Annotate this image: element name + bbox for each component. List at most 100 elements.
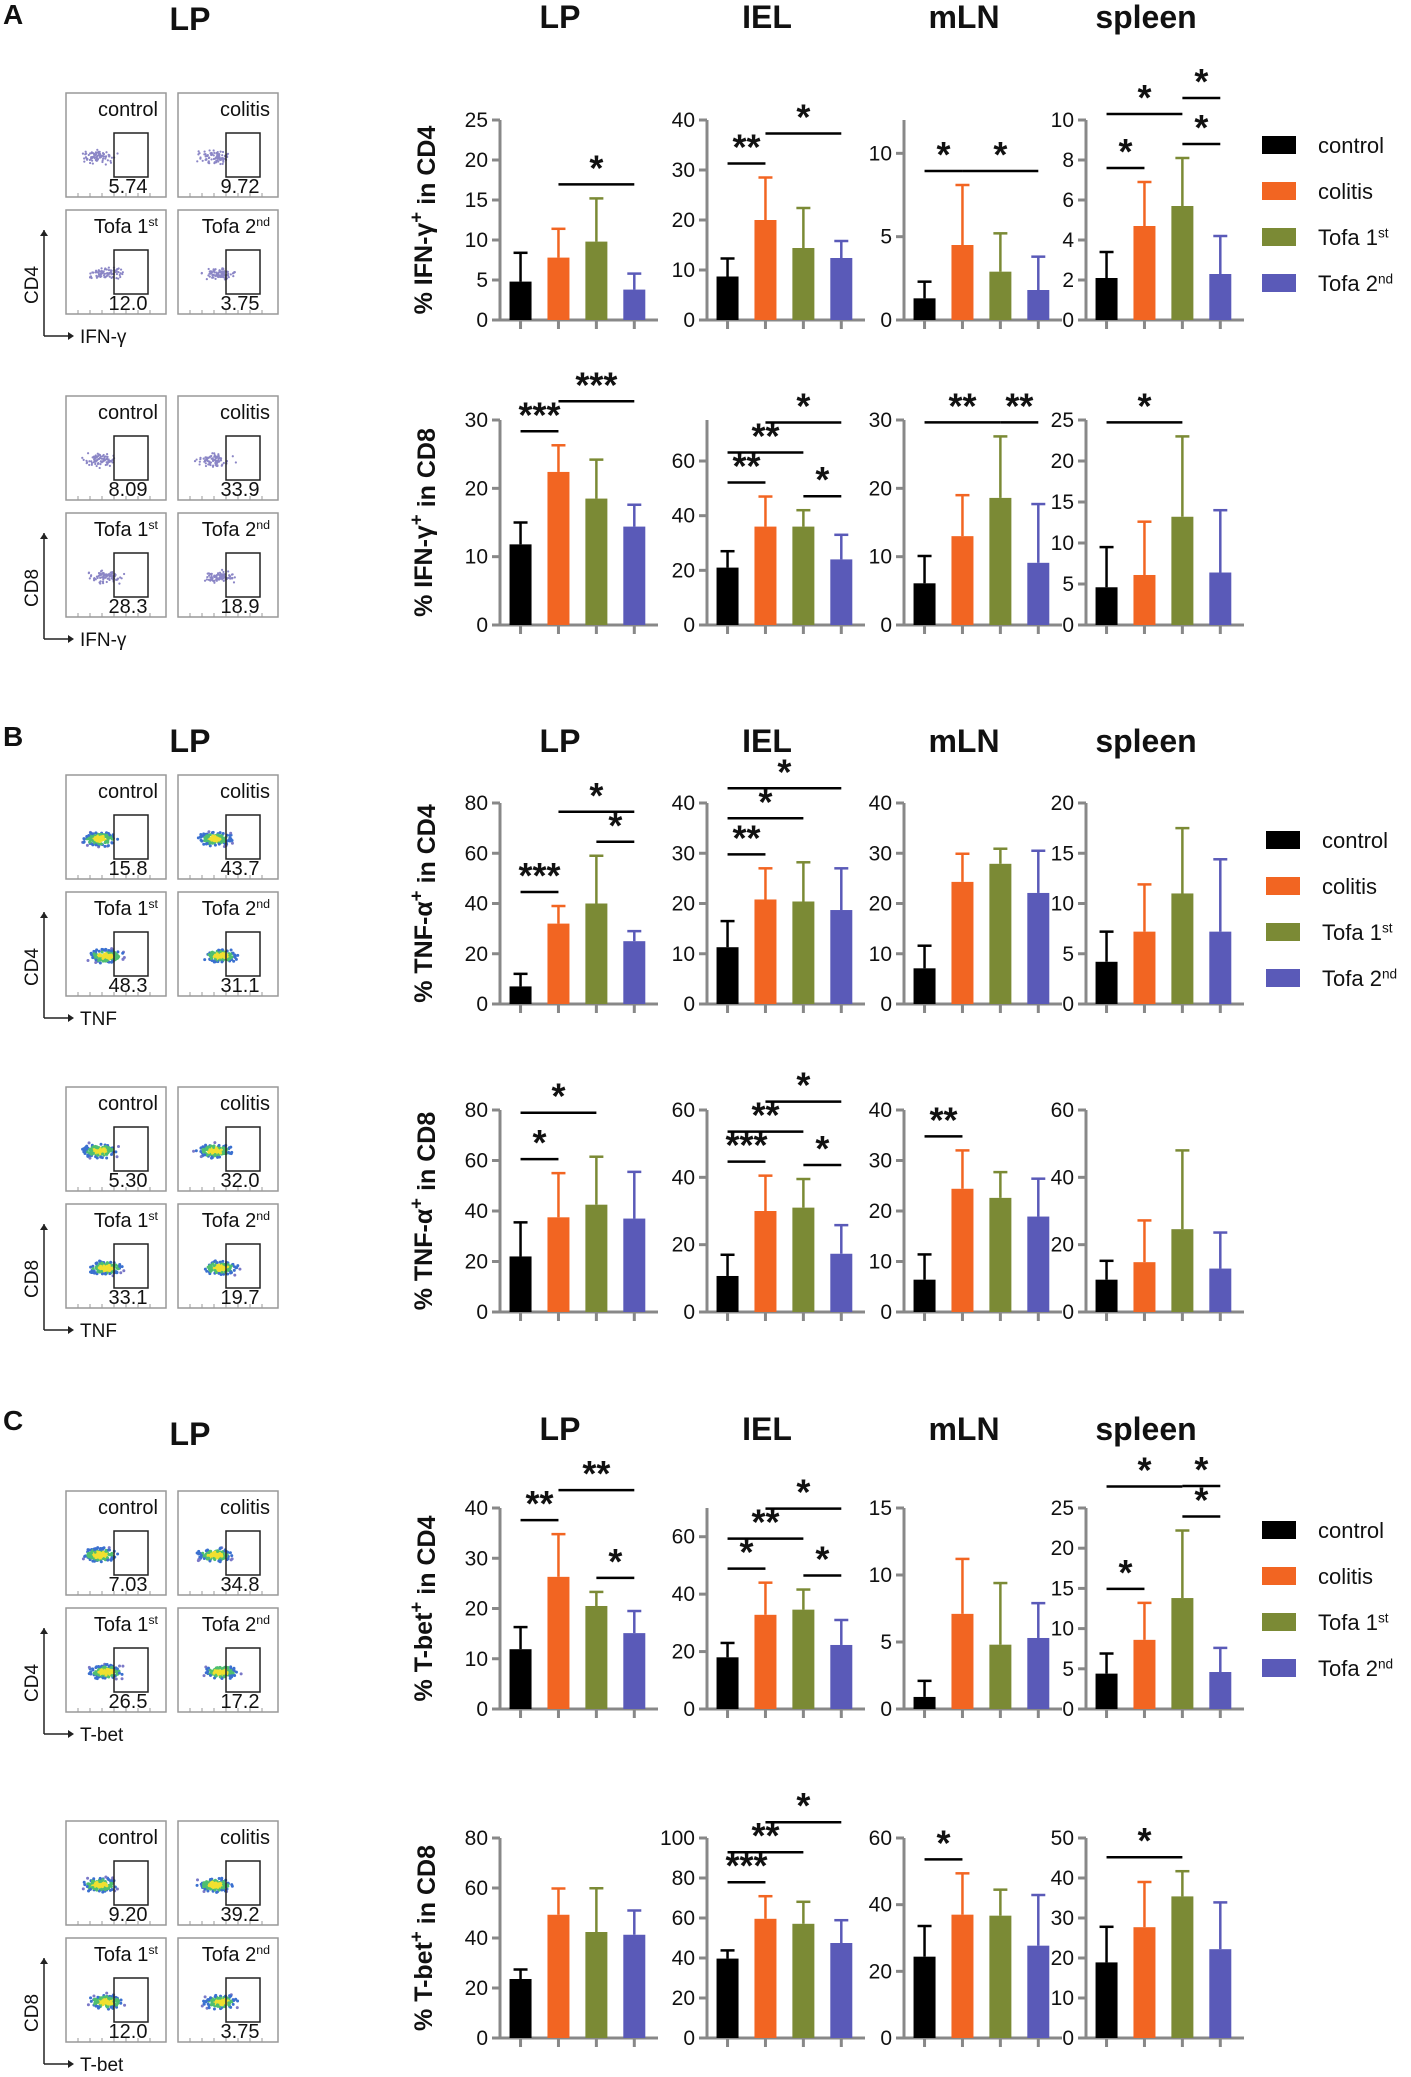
flow-event-dot [196, 1878, 200, 1882]
flow-plot: Tofa 2nd 3.75 [177, 209, 279, 315]
flow-x-axis-label: T-bet [80, 2055, 124, 2076]
flow-event-dot [212, 960, 216, 964]
flow-event-dot [208, 149, 211, 152]
flow-event-dot [117, 1671, 121, 1675]
flow-event-dot [203, 150, 206, 153]
flow-event-dot [220, 948, 224, 952]
flow-event-dot [219, 575, 222, 578]
y-tick-label: 0 [476, 993, 488, 1016]
flow-event-dot [110, 947, 114, 951]
y-tick-label: 0 [476, 309, 488, 332]
flow-gate-value: 34.8 [221, 1574, 260, 1596]
bar [754, 1211, 777, 1312]
flow-event-dot [230, 841, 234, 845]
flow-event-dot [97, 273, 101, 276]
flow-event-dot [215, 156, 219, 159]
flow-plot-frame [177, 395, 279, 501]
y-tick-label: 10 [869, 546, 892, 569]
significance-label: ** [525, 1483, 553, 1524]
flow-event-dot [110, 1665, 114, 1669]
y-tick-label: 10 [465, 229, 488, 252]
flow-event-dot [105, 1887, 109, 1891]
flow-event-dot [82, 840, 86, 844]
flow-event-dot [210, 572, 213, 575]
flow-event-dot [100, 573, 103, 576]
flow-event-dot [94, 1265, 98, 1269]
bar [1027, 1216, 1050, 1312]
flow-event-dot [220, 568, 224, 571]
y-tick-label: 30 [869, 1150, 892, 1173]
flow-gate-value: 12.0 [109, 2021, 148, 2043]
flow-event-dot [100, 950, 104, 954]
flow-event-dot [115, 1155, 119, 1159]
flow-event-dot [93, 1548, 97, 1552]
y-axis-label: % T-bet+ in CD8 [406, 1845, 442, 2031]
flow-gate [113, 132, 149, 178]
flow-event-dot [217, 1143, 221, 1147]
flow-event-dot [85, 843, 89, 847]
flow-event-dot [217, 948, 221, 952]
flow-event-dot [215, 952, 219, 956]
flow-event-dot [109, 953, 113, 957]
flow-block: control 8.09 colitis 33.9 Tofa 1st 28.3 Tofa 2… [22, 395, 279, 651]
flow-event-dot [204, 464, 208, 468]
flow-event-dot [83, 1149, 87, 1153]
y-tick-label: 20 [465, 477, 488, 500]
bar [1095, 1279, 1118, 1312]
flow-event-dot [109, 1558, 113, 1562]
y-tick-label: 20 [672, 209, 695, 232]
y-tick-label: 0 [1062, 614, 1074, 637]
y-tick-label: 60 [672, 1526, 695, 1549]
flow-event-dot [202, 1674, 206, 1678]
bar [913, 298, 936, 320]
flow-event-dot [105, 272, 108, 275]
significance-label: * [777, 751, 791, 792]
flow-plot: Tofa 1st 12.0 [65, 209, 167, 315]
bar-chart: 0 20 40 60 * [869, 1822, 1062, 2050]
significance-label: * [936, 1822, 950, 1863]
flow-event-dot [119, 268, 123, 271]
flow-gate [225, 249, 261, 295]
flow-event-dot [96, 1146, 100, 1150]
flow-event-dot [100, 569, 104, 572]
flow-event-dot [231, 2002, 235, 2006]
y-tick-label: 20 [672, 893, 695, 916]
flow-event-dot [106, 1558, 110, 1562]
flow-event-dot [81, 456, 84, 459]
flow-event-dot [102, 157, 105, 160]
y-tick-label: 5 [880, 226, 892, 249]
bar [754, 1614, 777, 1709]
bar [623, 1934, 646, 2038]
flow-event-dot [96, 462, 100, 466]
flow-event-dot [92, 952, 96, 956]
flow-event-dot [115, 272, 119, 276]
flow-event-dot [110, 273, 113, 276]
flow-event-dot [94, 156, 98, 159]
bar [585, 1605, 608, 1709]
flow-gate [113, 1126, 149, 1172]
y-tick-label: 20 [1051, 792, 1074, 815]
flow-plot: colitis 33.9 [177, 395, 279, 501]
flow-event-dot [111, 276, 114, 279]
flow-plot: colitis 9.72 [177, 92, 279, 198]
bar [585, 241, 608, 320]
flow-event-dot [201, 159, 204, 162]
flow-event-dot [96, 148, 99, 151]
flow-gate-value: 3.75 [221, 293, 260, 315]
bar [913, 1696, 936, 1709]
bar [716, 1657, 739, 1709]
significance-label: * [815, 1539, 829, 1580]
flow-event-dot [226, 152, 230, 155]
flow-event-dot [229, 1558, 233, 1562]
flow-event-dot [101, 1547, 105, 1551]
flow-event-dot [219, 1267, 223, 1271]
y-tick-label: 0 [683, 2027, 695, 2050]
significance-label: ** [582, 1453, 610, 1494]
flow-event-dot [107, 458, 110, 461]
flow-event-dot [97, 949, 101, 953]
